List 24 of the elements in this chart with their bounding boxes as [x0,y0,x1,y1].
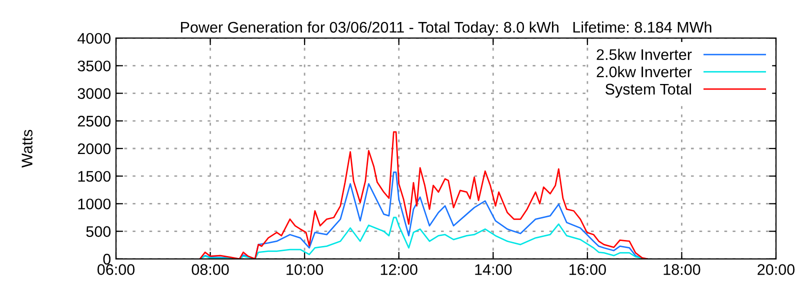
legend-label: 2.0kw Inverter [596,66,692,78]
x-tick-label: 14:00 [475,264,512,275]
line-series [199,216,648,259]
y-tick-label: 2500 [78,116,111,127]
y-tick-label: 3500 [78,60,111,72]
x-tick-label: 16:00 [569,264,606,275]
y-tick-label: 1000 [78,198,111,210]
y-tick-label: 4000 [78,32,111,44]
x-tick-label: 12:00 [380,264,418,275]
x-tick-label: 20:00 [758,264,795,275]
x-tick-label: 18:00 [664,264,700,275]
line-series [199,131,648,259]
y-tick-label: 0 [103,254,111,265]
chart-title: Power Generation for 03/06/2011 - Total Today: 8.0 kWh Lifetime: 8.184 MWh [181,21,712,36]
x-tick-label: 06:00 [97,264,135,275]
y-tick-label: 1500 [78,170,111,182]
y-axis-title: Watts [22,130,32,168]
y-tick-label: 3000 [78,88,111,99]
y-tick-label: 500 [86,226,111,237]
legend-label: System Total [605,83,691,98]
y-tick-label: 2000 [78,143,111,154]
x-tick-label: 10:00 [286,264,324,275]
x-tick-label: 08:00 [192,264,229,275]
legend-label: 2.5kw Inverter [596,48,692,60]
